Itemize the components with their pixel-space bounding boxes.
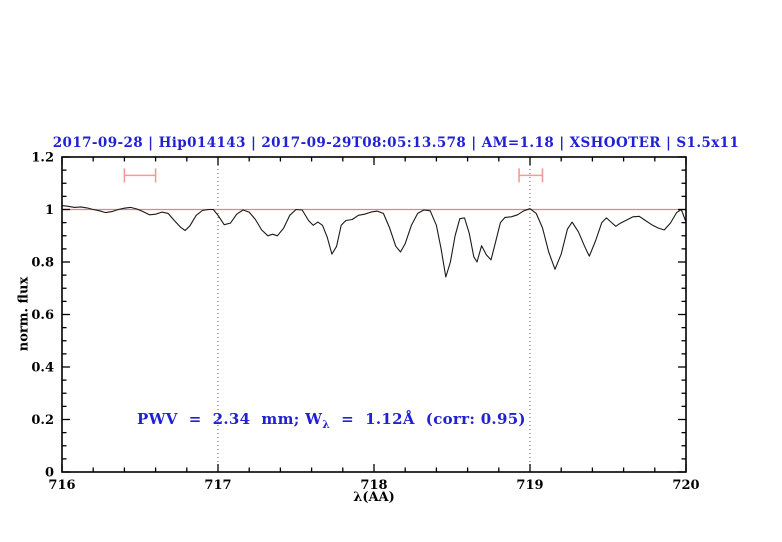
y-tick-label: 0.6 (31, 308, 54, 323)
pwv-annotation-pre: PWV = 2.34 mm; W (137, 410, 323, 428)
tick-marks (61, 156, 687, 473)
x-axis-label: λ(AA) (353, 490, 395, 505)
y-tick-label: 1 (45, 203, 54, 218)
pwv-annotation: PWV = 2.34 mm; Wλ = 1.12Å (corr: 0.95) (137, 410, 526, 431)
pwv-annotation-post: = 1.12Å (corr: 0.95) (330, 410, 526, 428)
x-tick-label: 718 (360, 478, 387, 493)
ew-interval-marker (518, 168, 544, 183)
x-tick-label: 717 (204, 478, 231, 493)
y-axis-label: norm. flux (16, 276, 32, 352)
x-tick-label: 719 (516, 478, 543, 493)
y-tick-label: 0.4 (31, 361, 54, 376)
y-tick-label: 1.2 (31, 151, 54, 166)
spectrum-curve (61, 205, 687, 278)
x-tick-label: 720 (672, 478, 699, 493)
plot-title: 2017-09-28 | Hip014143 | 2017-09-29T08:0… (52, 135, 740, 151)
ew-interval-marker (123, 168, 157, 183)
x-tick-label: 716 (48, 478, 75, 493)
y-tick-label: 0.8 (31, 256, 54, 271)
y-tick-label: 0 (45, 466, 54, 481)
y-tick-label: 0.2 (31, 413, 54, 428)
pwv-annotation-sub: λ (322, 418, 331, 431)
